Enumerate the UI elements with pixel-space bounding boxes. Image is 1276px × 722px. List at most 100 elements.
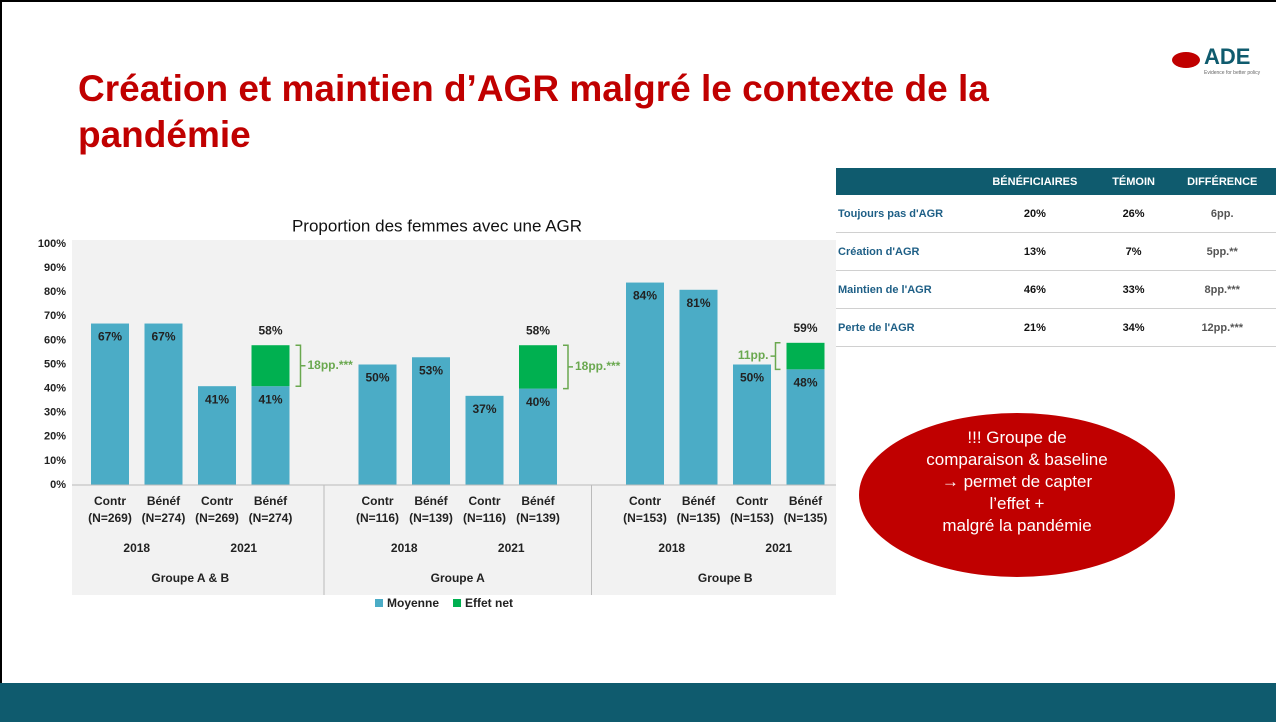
bar-segment (626, 282, 664, 485)
value-label: 37% (472, 402, 496, 416)
x-tick-label: Bénéf (N=139) (409, 494, 453, 525)
chart-background (72, 240, 836, 595)
y-tick-label: 0% (50, 479, 66, 491)
x-tick-label: Contr (N=153) (730, 494, 774, 525)
legend-label: Moyenne (387, 596, 439, 610)
y-tick-label: 10% (44, 455, 66, 467)
footer-band (0, 683, 1276, 722)
table-cell: Perte de l'AGR (836, 308, 971, 347)
table-header-cell: BÉNÉFICIAIRES (971, 168, 1099, 195)
table-cell: 12pp.*** (1168, 308, 1276, 347)
year-label: 2021 (230, 541, 257, 555)
value-label: 67% (151, 330, 175, 344)
callout-line: l’effet + (989, 494, 1045, 513)
value-label: 41% (258, 392, 282, 406)
logo: ADE Evidence for better policy (1172, 38, 1272, 78)
bar-segment (144, 323, 183, 485)
group-label: Groupe A (431, 571, 486, 585)
table-cell: Maintien de l'AGR (836, 270, 971, 309)
bar-segment (519, 388, 557, 485)
bar-segment (251, 345, 290, 387)
table-row: Maintien de l'AGR 46% 33% 8pp.*** (836, 270, 1276, 309)
x-tick-label: Bénéf (N=139) (516, 494, 560, 525)
effect-bracket (295, 344, 306, 387)
x-tick-label: Contr (N=153) (623, 494, 667, 525)
year-label: 2018 (658, 541, 685, 555)
value-label: 67% (98, 330, 122, 344)
y-tick-label: 50% (44, 358, 66, 370)
x-tick-label: Bénéf (N=274) (141, 494, 186, 525)
table-cell: 7% (1098, 232, 1169, 271)
bar-segment (198, 386, 236, 485)
table-row: Toujours pas d'AGR 20% 26% 6pp. (836, 195, 1276, 233)
year-label: 2018 (391, 541, 418, 555)
table-cell: 33% (1098, 270, 1169, 309)
total-label: 59% (793, 321, 817, 335)
value-label: 50% (740, 371, 764, 385)
bar-segment (358, 364, 397, 485)
x-tick-label: Contr (N=269) (195, 494, 239, 525)
callout-line: malgré la pandémie (942, 516, 1092, 535)
effect-bracket (770, 342, 781, 371)
callout-line: → permet de capter (941, 472, 1093, 491)
callout-line: comparaison & baseline (926, 450, 1108, 469)
table-cell: 5pp.** (1168, 232, 1276, 271)
x-tick-label: Bénéf (N=135) (676, 494, 721, 525)
table-header: BÉNÉFICIAIRES TÉMOIN DIFFÉRENCE (836, 168, 1276, 195)
bar-segment (786, 342, 825, 370)
value-label: 48% (793, 375, 817, 389)
logo-mark (1172, 52, 1200, 68)
table-row: Perte de l'AGR 21% 34% 12pp.*** (836, 308, 1276, 347)
group-label: Groupe A & B (151, 571, 229, 585)
y-tick-label: 60% (44, 334, 66, 346)
y-tick-label: 100% (38, 238, 66, 250)
table-cell: 46% (971, 270, 1099, 309)
total-label: 58% (526, 323, 550, 337)
table-cell: Création d'AGR (836, 232, 971, 271)
bar-segment (412, 357, 450, 485)
bar-segment (91, 323, 129, 485)
bar-segment (519, 345, 557, 389)
y-tick-label: 90% (44, 262, 66, 274)
table-cell: 20% (971, 195, 1099, 233)
year-label: 2021 (498, 541, 525, 555)
bar-segment (465, 395, 504, 485)
y-tick-label: 30% (44, 407, 66, 419)
group-label: Groupe B (698, 571, 753, 585)
value-label: 81% (686, 296, 710, 310)
table-cell: Toujours pas d'AGR (836, 195, 971, 233)
table-header-cell (836, 168, 971, 195)
year-label: 2021 (765, 541, 792, 555)
legend-label: Effet net (465, 596, 513, 610)
table-cell: 21% (971, 308, 1099, 347)
callout-line: !!! Groupe de (967, 428, 1067, 447)
legend-swatch (375, 599, 383, 607)
table-cell: 6pp. (1168, 195, 1276, 233)
y-tick-label: 70% (44, 310, 66, 322)
x-tick-label: Contr (N=269) (88, 494, 132, 525)
bar-segment (679, 289, 718, 485)
y-tick-label: 40% (44, 383, 66, 395)
year-label: 2018 (123, 541, 150, 555)
bar-segment (733, 364, 771, 485)
effect-annotation: 18pp.*** (308, 358, 354, 372)
table-cell: 8pp.*** (1168, 270, 1276, 309)
logo-text: ADE (1204, 44, 1251, 69)
table-cell: 34% (1098, 308, 1169, 347)
callout: !!! Groupe de comparaison & baseline → per… (859, 413, 1175, 577)
bar-segment (786, 369, 825, 485)
bar-segment (251, 386, 290, 485)
slide-title: Création et maintien d’AGR malgré le con… (78, 68, 989, 155)
effect-annotation: 11pp. (738, 348, 769, 362)
y-tick-label: 80% (44, 286, 66, 298)
x-tick-label: Bénéf (N=274) (248, 494, 293, 525)
total-label: 58% (258, 323, 282, 337)
value-label: 40% (526, 395, 550, 409)
value-label: 50% (365, 371, 389, 385)
value-label: 53% (419, 363, 443, 377)
x-tick-label: Bénéf (N=135) (783, 494, 828, 525)
results-table: BÉNÉFICIAIRES TÉMOIN DIFFÉRENCE Toujours p… (836, 168, 1276, 347)
table-header-cell: DIFFÉRENCE (1168, 168, 1276, 195)
